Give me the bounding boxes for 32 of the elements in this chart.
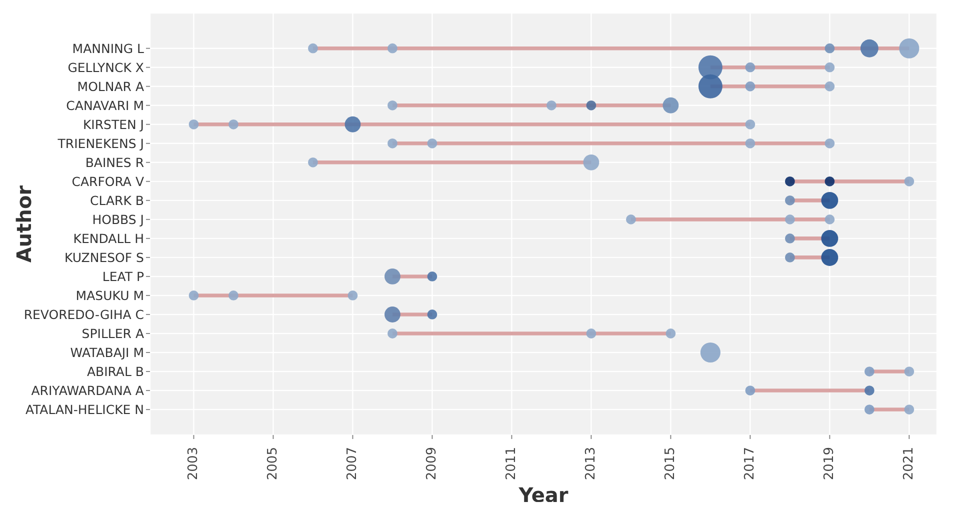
y-tick-label: KENDALL H xyxy=(73,230,144,246)
y-tick-label: KIRSTEN J xyxy=(82,116,144,132)
x-tick-label: 2011 xyxy=(504,447,520,480)
x-tick-label: 2021 xyxy=(902,447,917,480)
x-axis-title: Year xyxy=(518,483,568,507)
x-tick-label: 2007 xyxy=(345,447,360,480)
y-tick-label: WATABAJI M xyxy=(70,345,144,360)
y-tick-label: ABIRAL B xyxy=(86,364,144,380)
y-axis-title: Author xyxy=(12,185,36,263)
y-tick-label: REVOREDO-GIHA C xyxy=(24,306,144,322)
y-tick-label: CANAVARI M xyxy=(66,98,144,113)
y-tick-label: CARFORA V xyxy=(72,174,144,189)
x-tick-label: 2019 xyxy=(822,447,838,480)
x-tick-label: 2015 xyxy=(663,447,678,480)
y-tick-label: MANNING L xyxy=(72,40,144,56)
x-tick-label: 2017 xyxy=(742,447,758,480)
y-tick-label: MOLNAR A xyxy=(77,78,144,94)
y-tick-label: TRIENEKENS J xyxy=(56,136,144,151)
x-tick-label: 2013 xyxy=(584,447,599,480)
y-tick-label: HOBBS J xyxy=(92,212,144,227)
y-tick-label: LEAT P xyxy=(102,268,144,284)
y-tick-label: MASUKU M xyxy=(76,288,144,303)
y-tick-label: SPILLER A xyxy=(82,326,144,341)
x-tick-label: 2005 xyxy=(266,447,281,480)
y-tick-label: ATALAN-HELICKE N xyxy=(25,402,144,418)
y-tick-label: KUZNESOF S xyxy=(64,250,144,265)
y-tick-label: GELLYNCK X xyxy=(68,60,144,75)
x-tick-label: 2009 xyxy=(424,447,440,480)
y-tick-label: BAINES R xyxy=(85,154,144,170)
x-tick-label: 2003 xyxy=(186,447,202,480)
y-tick-label: CLARK B xyxy=(90,192,144,208)
y-tick-label: ARIYAWARDANA A xyxy=(31,383,144,398)
